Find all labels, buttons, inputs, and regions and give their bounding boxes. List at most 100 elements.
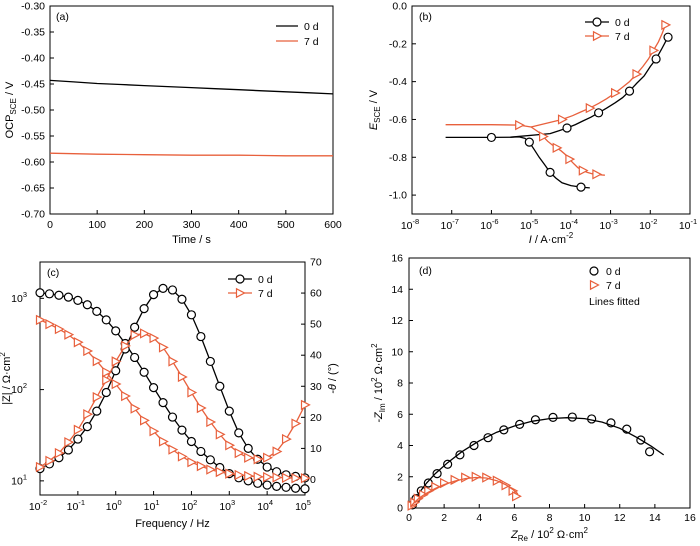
y-tick-label: -0.65 bbox=[21, 183, 45, 195]
data-marker bbox=[102, 367, 113, 378]
data-marker bbox=[461, 472, 471, 483]
panel-label: (b) bbox=[419, 11, 432, 23]
x-tick-label: 12 bbox=[614, 512, 626, 524]
x-tick-label: 300 bbox=[183, 219, 201, 231]
data-marker bbox=[121, 390, 131, 402]
data-marker bbox=[263, 452, 273, 463]
legend-label: 7 d bbox=[615, 31, 630, 43]
data-marker bbox=[101, 315, 111, 325]
y-axis-label-right: -θ / (°) bbox=[327, 363, 339, 394]
y-tick-label: -0.30 bbox=[21, 1, 45, 13]
data-marker bbox=[130, 352, 140, 363]
x-tick-label: 101 bbox=[144, 498, 160, 513]
panel-b: 10-8 10-7 10-6 10-5 10-4 10-3 10-2 10-1-1.0-0.8… bbox=[368, 1, 697, 247]
x-tick-label: 100 bbox=[88, 219, 106, 231]
y-tick-label-left: 101 bbox=[11, 472, 27, 487]
legend-label: Lines fitted bbox=[589, 296, 640, 308]
x-tick-exp: 5 bbox=[307, 498, 311, 507]
panel-label: (a) bbox=[56, 11, 69, 23]
y-axis-label-sup2: 2 bbox=[370, 343, 379, 348]
data-marker bbox=[562, 123, 572, 133]
y-axis-label-sub: SCE bbox=[373, 106, 382, 122]
data-marker bbox=[44, 289, 55, 299]
x-tick-exp: -2 bbox=[651, 217, 658, 226]
data-marker bbox=[205, 455, 215, 465]
data-marker bbox=[224, 406, 234, 416]
y-tick-label: -0.45 bbox=[21, 79, 45, 91]
data-marker bbox=[455, 450, 465, 460]
x-tick-label: 16 bbox=[684, 512, 696, 524]
y-tick-label-left: 102 bbox=[11, 381, 27, 396]
data-marker bbox=[225, 468, 236, 479]
data-marker bbox=[64, 329, 75, 340]
data-marker bbox=[73, 424, 84, 435]
data-marker bbox=[35, 314, 46, 326]
x-tick-label: 600 bbox=[324, 219, 342, 231]
data-marker bbox=[83, 409, 94, 420]
x-axis-label: Time / s bbox=[172, 234, 211, 246]
data-marker bbox=[130, 403, 141, 414]
data-marker bbox=[54, 447, 65, 459]
y-tick-label: -0.60 bbox=[21, 157, 45, 169]
x-tick-label: 10-4 bbox=[560, 217, 578, 232]
y-tick-label: 10 bbox=[391, 346, 403, 358]
x-tick-exp: -1 bbox=[691, 217, 698, 226]
y-tick-label: 16 bbox=[391, 253, 403, 265]
y-axis-label-main: OCP bbox=[4, 115, 16, 139]
x-axis-label: Frequency / Hz bbox=[135, 518, 210, 530]
y-axis-label-main: E bbox=[368, 122, 380, 130]
series-line-0d bbox=[49, 79, 334, 95]
x-tick-base: 10 bbox=[480, 220, 492, 232]
data-marker bbox=[624, 86, 635, 96]
y-tick-label: -0.2 bbox=[389, 38, 407, 50]
y-axis-label-sub: SCE bbox=[9, 98, 18, 114]
x-tick-label: 10-2 bbox=[29, 498, 47, 513]
data-marker bbox=[158, 398, 168, 408]
data-marker bbox=[567, 412, 577, 422]
y-axis-label: -ZIm / 102 Ω·cm2 bbox=[370, 343, 387, 423]
data-marker bbox=[63, 292, 73, 302]
y-tick-label: 6 bbox=[397, 409, 403, 421]
data-marker bbox=[158, 436, 169, 447]
data-marker bbox=[471, 471, 482, 482]
data-marker bbox=[148, 290, 159, 300]
x-tick-base: 10 bbox=[29, 501, 41, 513]
x-axis-label-main: Z bbox=[510, 529, 519, 541]
plot-frame bbox=[49, 5, 334, 215]
y-axis-label-sub: Im bbox=[378, 403, 387, 412]
x-tick-base: 10 bbox=[520, 220, 532, 232]
legend-label: 0 d bbox=[304, 21, 319, 33]
data-marker bbox=[158, 342, 169, 353]
x-tick-exp: -2 bbox=[41, 498, 48, 507]
data-marker bbox=[215, 381, 225, 391]
y-tick-label: 14 bbox=[391, 284, 403, 296]
data-marker bbox=[486, 132, 497, 143]
plot-frame bbox=[408, 257, 691, 509]
y-axis-label-main: -Z bbox=[373, 411, 385, 423]
series-line-0d bbox=[445, 136, 590, 189]
x-tick-exp: -8 bbox=[413, 217, 420, 226]
data-marker bbox=[300, 484, 310, 494]
x-tick-label: 6 bbox=[511, 512, 517, 524]
data-marker bbox=[262, 462, 272, 472]
y-tick-label: 0.0 bbox=[392, 1, 407, 13]
plot-frame bbox=[39, 261, 306, 496]
legend-label: 0 d bbox=[258, 274, 273, 286]
y-tick-label-right: 10 bbox=[310, 443, 322, 455]
series-line-0d bbox=[510, 36, 669, 138]
x-tick-label: 10-5 bbox=[520, 217, 538, 232]
data-marker bbox=[139, 367, 149, 377]
y-tick-base: 10 bbox=[11, 475, 23, 487]
y-tick-base: 10 bbox=[11, 293, 23, 305]
x-tick-exp: -1 bbox=[78, 498, 85, 507]
data-marker bbox=[92, 406, 102, 416]
y-tick-exp: 3 bbox=[23, 290, 27, 299]
data-marker bbox=[592, 169, 603, 180]
data-marker bbox=[73, 434, 83, 444]
data-marker bbox=[225, 440, 236, 451]
x-tick-exp: 3 bbox=[231, 498, 235, 507]
data-marker bbox=[281, 472, 292, 484]
data-marker bbox=[177, 425, 187, 435]
